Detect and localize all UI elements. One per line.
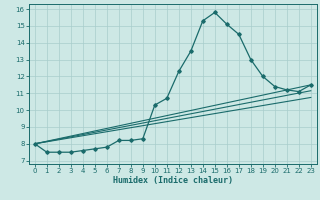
X-axis label: Humidex (Indice chaleur): Humidex (Indice chaleur) — [113, 176, 233, 185]
